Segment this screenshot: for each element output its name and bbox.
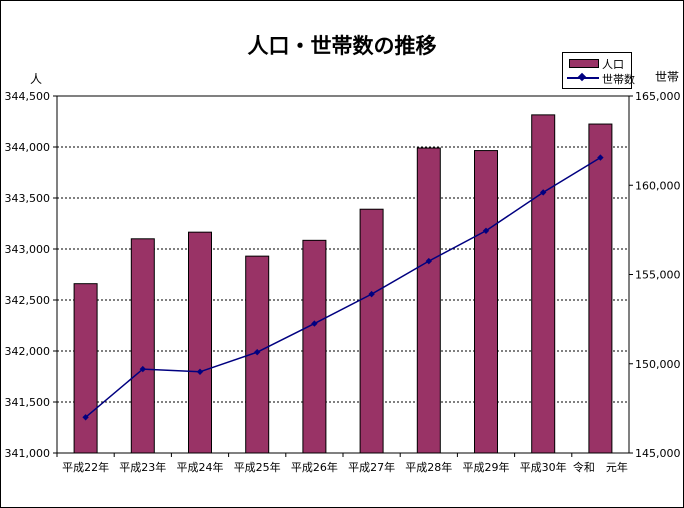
x-tick-label: 平成27年: [348, 460, 395, 474]
right-tick-label: 145,000: [635, 447, 681, 460]
bar-population: [73, 283, 98, 454]
households-point: [425, 257, 432, 265]
bar-population: [474, 150, 498, 454]
bar-population: [302, 239, 327, 454]
left-tick-label: 342,000: [5, 345, 51, 358]
right-axis-unit: 世帯: [655, 70, 680, 84]
x-tick-label: 平成22年: [62, 460, 109, 474]
households-point: [254, 348, 261, 356]
line-households: [85, 156, 601, 418]
households-point: [540, 189, 547, 196]
households-point: [82, 414, 89, 421]
right-tick-label: 150,000: [635, 358, 681, 371]
x-tick-label: 平成25年: [234, 460, 281, 474]
households-point: [597, 154, 604, 161]
chart-title: 人口・世帯数の推移: [247, 34, 437, 58]
households-point: [482, 227, 490, 234]
left-tick-label: 343,000: [5, 243, 51, 256]
left-tick-label: 342,500: [5, 294, 51, 307]
households-point: [311, 320, 318, 327]
right-tick-label: 165,000: [635, 90, 681, 103]
right-tick-label: 160,000: [635, 179, 681, 192]
x-tick-label: 平成24年: [177, 460, 224, 474]
left-axis-unit: 人: [30, 72, 43, 86]
legend-label-population: 人口: [602, 58, 624, 71]
right-tick-label: 155,000: [635, 269, 681, 282]
bar-population: [588, 123, 613, 454]
households-point: [196, 368, 204, 375]
left-tick-label: 344,000: [5, 141, 51, 154]
bar-population: [531, 114, 556, 454]
bar-population: [188, 231, 212, 454]
chart-legend: 人口 世帯数: [562, 52, 635, 89]
households-point: [368, 290, 375, 298]
legend-bar-swatch: [569, 59, 599, 68]
legend-marker-swatch: [577, 72, 587, 82]
households-point: [139, 365, 146, 373]
legend-item-population: 人口: [567, 56, 631, 71]
left-tick-label: 344,500: [5, 90, 51, 103]
bar-population: [359, 208, 384, 454]
x-tick-label: 令和 元年: [573, 460, 628, 474]
bar-population: [130, 238, 155, 454]
x-tick-label: 平成28年: [405, 460, 452, 474]
x-tick-label: 平成26年: [291, 460, 338, 474]
legend-label-households: 世帯数: [602, 73, 635, 86]
bar-population: [416, 147, 441, 454]
legend-item-households: 世帯数: [567, 71, 635, 86]
x-tick-label: 平成30年: [520, 460, 567, 474]
x-tick-label: 平成23年: [119, 460, 166, 474]
left-tick-label: 341,000: [5, 447, 51, 460]
left-tick-label: 341,500: [5, 396, 51, 409]
left-tick-label: 343,500: [5, 192, 51, 205]
x-tick-label: 平成29年: [463, 460, 510, 474]
